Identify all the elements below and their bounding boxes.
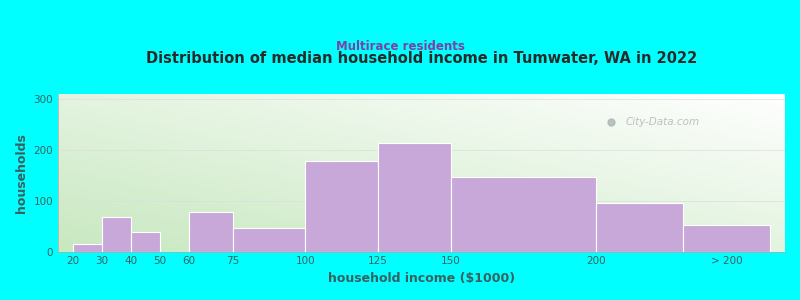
Text: City-Data.com: City-Data.com (625, 117, 699, 127)
Bar (73, 244, 102, 252)
Bar (683, 225, 770, 252)
Y-axis label: households: households (15, 133, 28, 212)
Bar (233, 228, 306, 252)
Bar (102, 217, 130, 252)
Title: Distribution of median household income in Tumwater, WA in 2022: Distribution of median household income … (146, 51, 697, 66)
X-axis label: household income ($1000): household income ($1000) (328, 272, 515, 285)
Bar (189, 212, 233, 252)
Bar (306, 161, 378, 252)
Bar (596, 203, 683, 252)
Bar (450, 177, 596, 252)
Text: Multirace residents: Multirace residents (335, 40, 465, 53)
Bar (378, 143, 450, 252)
Bar (130, 232, 160, 252)
